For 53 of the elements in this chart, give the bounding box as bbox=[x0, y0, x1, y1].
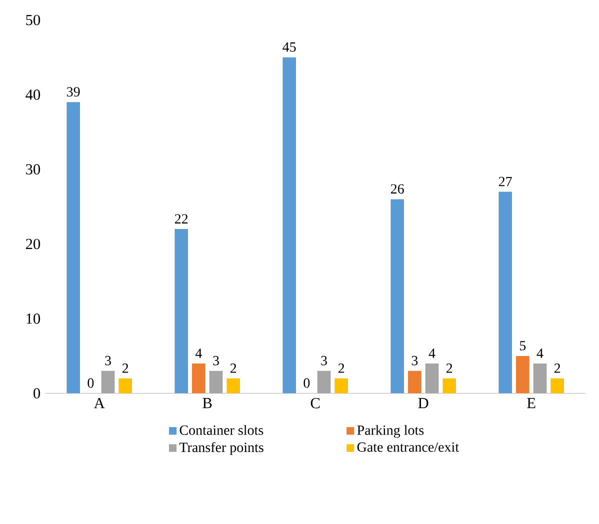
x-tick-label: C bbox=[310, 398, 320, 408]
data-label: 3 bbox=[105, 356, 111, 366]
y-tick-label: 50 bbox=[26, 14, 40, 26]
data-label: 0 bbox=[88, 378, 94, 388]
data-label: 2 bbox=[554, 364, 560, 373]
data-label: 0 bbox=[304, 378, 310, 388]
y-tick-label: 30 bbox=[26, 164, 40, 174]
data-label: 27 bbox=[498, 176, 512, 186]
data-label: 2 bbox=[338, 364, 344, 373]
data-label: 2 bbox=[230, 364, 236, 373]
x-tick-label: B bbox=[202, 398, 212, 408]
x-tick-label: A bbox=[94, 398, 105, 408]
bar bbox=[408, 370, 422, 394]
bar bbox=[66, 102, 80, 394]
bar bbox=[425, 363, 439, 394]
bar bbox=[192, 363, 206, 394]
bar bbox=[442, 378, 456, 394]
bar bbox=[118, 378, 132, 394]
data-label: 3 bbox=[213, 356, 219, 366]
y-tick-label: 10 bbox=[26, 313, 40, 324]
y-tick-label: 40 bbox=[26, 90, 40, 100]
data-label: 4 bbox=[536, 348, 544, 358]
legend-label: Transfer points bbox=[179, 442, 264, 455]
data-label: 5 bbox=[520, 341, 526, 350]
x-tick-label: D bbox=[418, 398, 428, 408]
y-tick-label: 0 bbox=[34, 388, 40, 398]
data-label: 39 bbox=[67, 87, 80, 97]
bar bbox=[209, 370, 223, 394]
data-label: 4 bbox=[428, 348, 436, 358]
bar bbox=[334, 378, 348, 394]
bar bbox=[533, 363, 547, 394]
bar bbox=[390, 199, 404, 394]
data-label: 26 bbox=[390, 184, 404, 194]
bar bbox=[317, 370, 331, 394]
data-label: 45 bbox=[282, 42, 296, 52]
data-label: 4 bbox=[195, 348, 202, 358]
data-label: 2 bbox=[122, 364, 128, 373]
legend-label: Gate entrance/exit bbox=[357, 442, 459, 452]
bar bbox=[550, 378, 564, 394]
bar bbox=[498, 192, 512, 394]
data-label: 22 bbox=[174, 214, 188, 224]
bar bbox=[516, 356, 530, 394]
bar bbox=[226, 378, 240, 394]
data-label: 3 bbox=[412, 356, 418, 366]
x-tick-label: E bbox=[527, 398, 536, 408]
bar bbox=[174, 229, 188, 394]
legend-label: Container slots bbox=[180, 425, 264, 435]
legend-label: Parking lots bbox=[357, 425, 424, 438]
bar bbox=[101, 370, 115, 394]
data-label: 3 bbox=[321, 356, 327, 366]
y-tick-label: 20 bbox=[26, 238, 40, 250]
data-label: 2 bbox=[446, 364, 452, 373]
bar bbox=[282, 57, 296, 394]
